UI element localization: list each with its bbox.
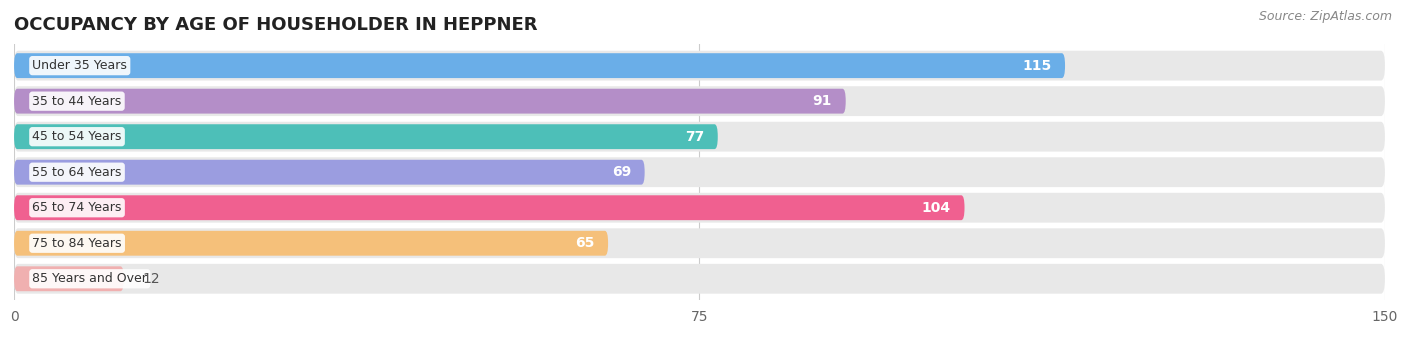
FancyBboxPatch shape xyxy=(14,86,1385,116)
Text: 65 to 74 Years: 65 to 74 Years xyxy=(32,201,122,214)
FancyBboxPatch shape xyxy=(14,89,846,114)
Text: 85 Years and Over: 85 Years and Over xyxy=(32,272,148,285)
FancyBboxPatch shape xyxy=(14,195,965,220)
Text: 104: 104 xyxy=(922,201,950,215)
Text: 91: 91 xyxy=(813,94,832,108)
FancyBboxPatch shape xyxy=(14,122,1385,152)
FancyBboxPatch shape xyxy=(14,124,718,149)
Text: 55 to 64 Years: 55 to 64 Years xyxy=(32,166,122,179)
FancyBboxPatch shape xyxy=(14,228,1385,258)
Text: 65: 65 xyxy=(575,236,595,250)
FancyBboxPatch shape xyxy=(14,266,124,291)
Text: 69: 69 xyxy=(612,165,631,179)
FancyBboxPatch shape xyxy=(14,157,1385,187)
Text: 75 to 84 Years: 75 to 84 Years xyxy=(32,237,122,250)
FancyBboxPatch shape xyxy=(14,51,1385,80)
Text: 12: 12 xyxy=(142,272,160,286)
FancyBboxPatch shape xyxy=(14,264,1385,294)
FancyBboxPatch shape xyxy=(14,53,1066,78)
Text: 35 to 44 Years: 35 to 44 Years xyxy=(32,95,121,108)
FancyBboxPatch shape xyxy=(14,231,609,256)
Text: 115: 115 xyxy=(1022,59,1052,73)
FancyBboxPatch shape xyxy=(14,193,1385,223)
Text: 45 to 54 Years: 45 to 54 Years xyxy=(32,130,122,143)
Text: Under 35 Years: Under 35 Years xyxy=(32,59,127,72)
Text: 77: 77 xyxy=(685,130,704,144)
Text: Source: ZipAtlas.com: Source: ZipAtlas.com xyxy=(1258,10,1392,23)
FancyBboxPatch shape xyxy=(14,160,645,184)
Text: OCCUPANCY BY AGE OF HOUSEHOLDER IN HEPPNER: OCCUPANCY BY AGE OF HOUSEHOLDER IN HEPPN… xyxy=(14,16,537,34)
